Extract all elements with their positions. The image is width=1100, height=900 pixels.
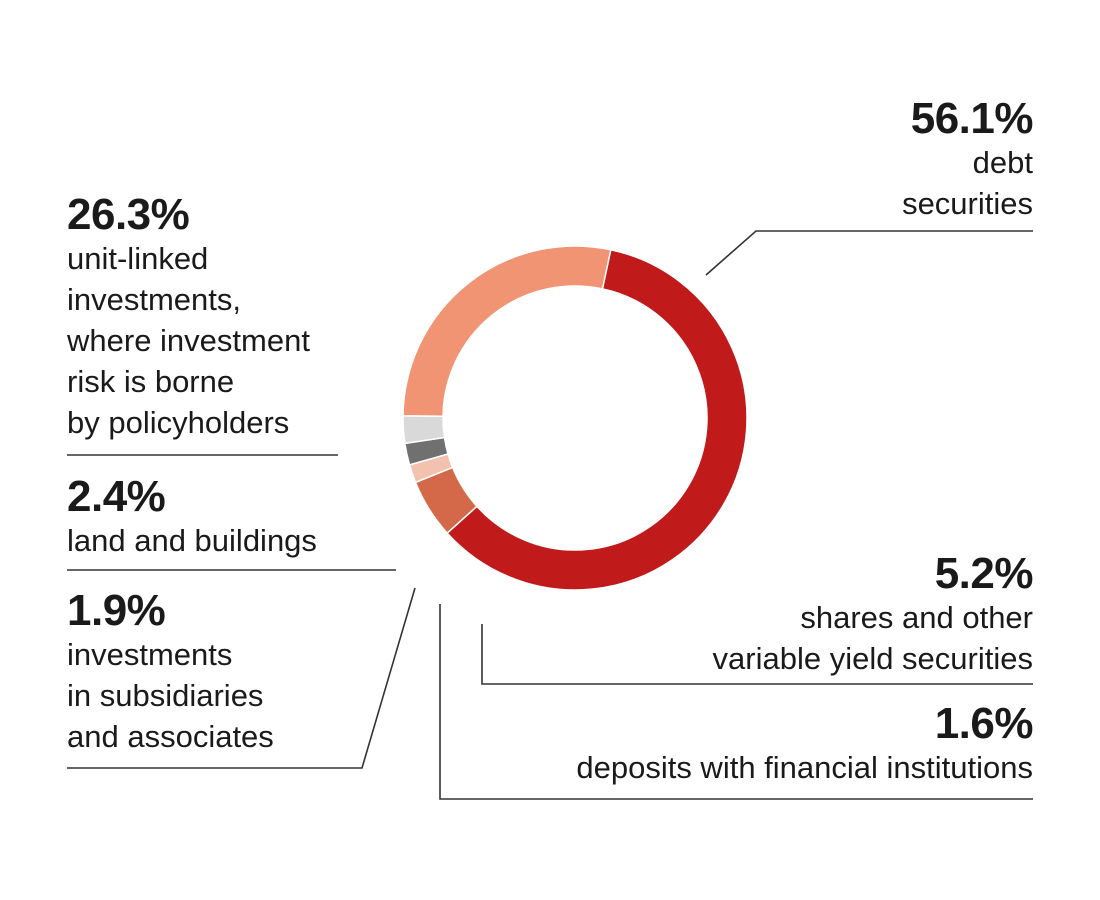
value-label-deposits: 1.6% <box>934 699 1034 748</box>
category-label-land-buildings: land and buildings <box>67 523 317 558</box>
donut-slice-unit-linked <box>402 245 612 418</box>
leader-line-subsidiaries <box>67 587 416 769</box>
category-label-shares: shares and other variable yield securiti… <box>712 600 1033 676</box>
slice-label-debt-securities: 56.1% debt securities <box>902 96 1033 224</box>
slice-label-subsidiaries: 1.9% investments in subsidiaries and ass… <box>67 588 274 757</box>
value-label-unit-linked: 26.3% <box>67 190 190 239</box>
leader-line-deposits <box>439 604 1033 800</box>
category-label-unit-linked: unit-linked investments, where investmen… <box>67 241 310 440</box>
category-label-deposits: deposits with financial institutions <box>576 750 1033 785</box>
leader-line-shares <box>481 624 1033 685</box>
slice-label-deposits: 1.6% deposits with financial institution… <box>576 701 1033 788</box>
donut-slice-debt-securities <box>446 248 748 591</box>
leader-line-debt-securities <box>705 230 1033 276</box>
value-label-shares: 5.2% <box>934 549 1034 598</box>
value-label-land-buildings: 2.4% <box>67 472 166 521</box>
value-label-subsidiaries: 1.9% <box>67 586 166 635</box>
category-label-debt-securities: debt securities <box>902 145 1033 221</box>
value-label-debt-securities: 56.1% <box>910 94 1034 143</box>
slice-label-shares: 5.2% shares and other variable yield sec… <box>712 549 1034 679</box>
slice-label-land-buildings: 2.4% land and buildings <box>67 474 317 561</box>
slice-label-unit-linked: 26.3% unit-linked investments, where inv… <box>67 192 310 443</box>
category-label-subsidiaries: investments in subsidiaries and associat… <box>67 637 274 754</box>
